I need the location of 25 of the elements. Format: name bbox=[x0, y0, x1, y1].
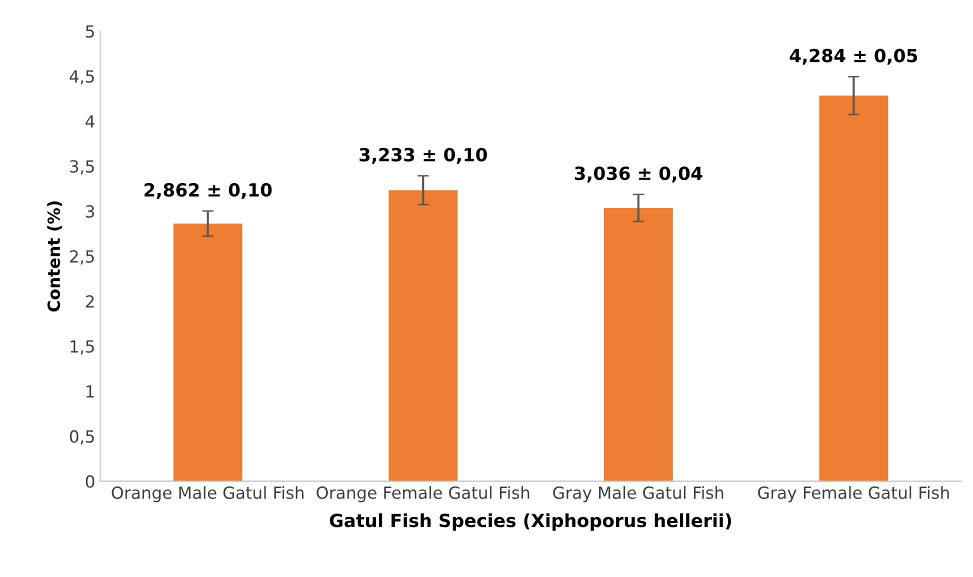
data-label: 3,036 ± 0,04 bbox=[574, 166, 702, 182]
x-axis-title: Gatul Fish Species (Xiphoporus hellerii) bbox=[330, 513, 732, 531]
y-tick-label: 0 bbox=[86, 475, 94, 488]
bar bbox=[388, 190, 458, 482]
data-label: 2,862 ± 0,10 bbox=[144, 183, 272, 200]
y-tick-label: 2 bbox=[86, 295, 94, 308]
x-tick-label: Orange Male Gatul Fish bbox=[112, 486, 304, 502]
y-tick-label: 4,5 bbox=[70, 70, 94, 84]
bar bbox=[604, 208, 673, 482]
y-tick-label: 3 bbox=[86, 205, 94, 218]
y-tick-label: 2,5 bbox=[70, 250, 94, 264]
x-tick-label: Gray Male Gatul Fish bbox=[553, 486, 724, 502]
data-label: 3,233 ± 0,10 bbox=[360, 148, 487, 164]
y-tick-label: 1 bbox=[86, 385, 94, 398]
y-tick-label: 5 bbox=[86, 25, 94, 38]
y-tick-label: 0,5 bbox=[70, 430, 94, 444]
y-tick-label: 4 bbox=[86, 115, 94, 128]
x-tick-label: Gray Female Gatul Fish bbox=[758, 486, 949, 502]
y-axis-title: Content (%) bbox=[47, 201, 62, 312]
y-tick-label: 3,5 bbox=[70, 160, 94, 174]
x-tick-label: Orange Female Gatul Fish bbox=[316, 486, 530, 502]
bar bbox=[819, 96, 888, 482]
data-label: 4,284 ± 0,05 bbox=[790, 48, 918, 65]
bar bbox=[173, 224, 242, 482]
y-tick-label: 1,5 bbox=[70, 340, 94, 354]
